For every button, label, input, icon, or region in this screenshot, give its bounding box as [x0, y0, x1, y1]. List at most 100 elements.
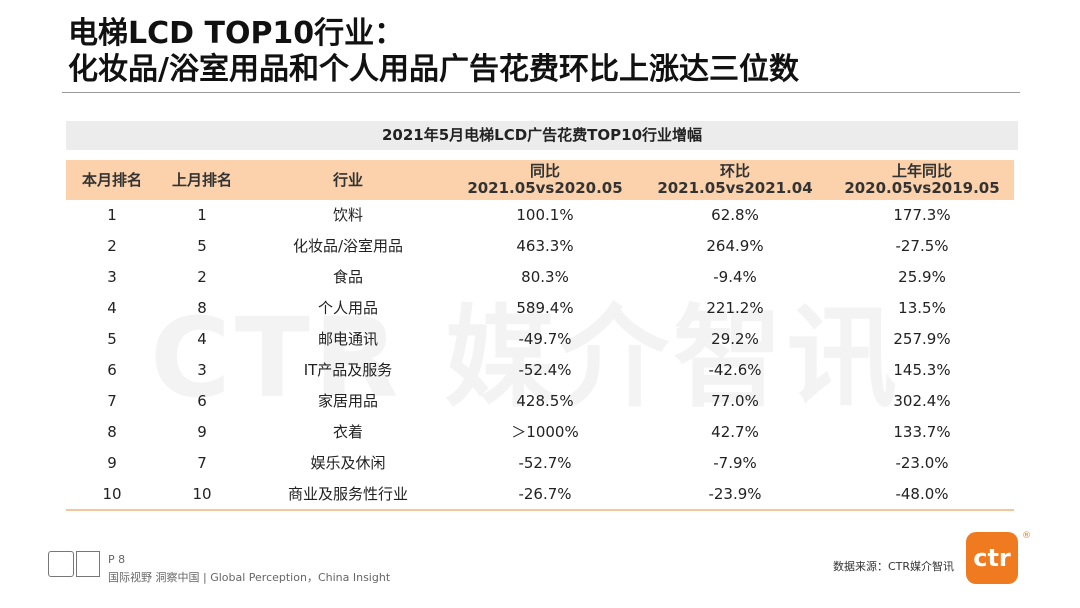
table-cell: 302.4% [893, 392, 951, 410]
page-number: P 8 [108, 553, 126, 566]
table-cell: 3 [107, 268, 117, 286]
column-header-label: 行业 [332, 170, 363, 189]
table-cell: 145.3% [893, 361, 951, 379]
table-row: 6 3 IT产品及服务 -52.4% -42.6% 145.3% [66, 355, 1014, 386]
table-row: 4 8 个人用品 589.4% 221.2% 13.5% [66, 293, 1014, 324]
table-cell: 10 [102, 485, 122, 503]
table-cell: 62.8% [711, 206, 759, 224]
column-header-label: 本月排名 [81, 170, 142, 189]
column-header: 行业 [246, 160, 450, 200]
table-cell: IT产品及服务 [303, 361, 393, 379]
title-divider [62, 92, 1020, 93]
column-header: 本月排名 [66, 160, 158, 200]
table-cell: 5 [197, 237, 207, 255]
table-cell: 7 [197, 454, 207, 472]
table-cell: -27.5% [895, 237, 949, 255]
table-cell: 257.9% [893, 330, 951, 348]
column-header: 上月排名 [158, 160, 246, 200]
table-cell: 食品 [332, 268, 363, 286]
table-cell: 80.3% [521, 268, 569, 286]
table-cell: -9.4% [713, 268, 757, 286]
table-cell: 9 [107, 454, 117, 472]
column-header-label: 上年同比 [891, 162, 952, 180]
table-cell: 饮料 [332, 206, 363, 224]
table-cell: 221.2% [706, 299, 764, 317]
table-cell: 个人用品 [317, 299, 378, 317]
table-cell: 10 [192, 485, 212, 503]
table-row: 8 9 衣着 ＞1000% 42.7% 133.7% [66, 417, 1014, 448]
table-cell: 463.3% [516, 237, 574, 255]
table-cell: -26.7% [518, 485, 572, 503]
table-cell: 1 [197, 206, 207, 224]
table-cell: 589.4% [516, 299, 574, 317]
table-cell: 邮电通讯 [317, 330, 378, 348]
table-cell: 2 [197, 268, 207, 286]
table-cell: 29.2% [711, 330, 759, 348]
table-row: 3 2 食品 80.3% -9.4% 25.9% [66, 262, 1014, 293]
footer-slogan: 国际视野 洞察中国 | Global Perception，China Insi… [108, 571, 391, 584]
table-cell: 7 [107, 392, 117, 410]
table-cell: -42.6% [708, 361, 762, 379]
table-cell: 25.9% [898, 268, 946, 286]
column-header: 同比 2021.05vs2020.05 [450, 160, 640, 200]
table-cell: 4 [197, 330, 207, 348]
column-header-label: 同比 [529, 162, 560, 180]
title-line-2: 化妆品/浴室用品和个人用品广告花费环比上涨达三位数 [68, 52, 799, 87]
column-header-period: 2020.05vs2019.05 [844, 179, 1000, 197]
table-cell: 9 [197, 423, 207, 441]
table-row: 7 6 家居用品 428.5% 77.0% 302.4% [66, 386, 1014, 417]
table-cell: 6 [197, 392, 207, 410]
data-source: 数据来源：CTR媒介智讯 [832, 560, 954, 573]
column-header-label: 上月排名 [171, 170, 232, 189]
table-cell: 衣着 [332, 423, 363, 441]
column-header-period: 2021.05vs2020.05 [467, 179, 623, 197]
table-row: 10 10 商业及服务性行业 -26.7% -23.9% -48.0% [66, 479, 1014, 510]
table-cell: ＞1000% [511, 423, 579, 441]
page-title: 电梯LCD TOP10行业： 化妆品/浴室用品和个人用品广告花费环比上涨达三位数 [68, 16, 799, 88]
table-title: 2021年5月电梯LCD广告花费TOP10行业增幅 [66, 121, 1018, 150]
column-header-period: 2021.05vs2021.04 [657, 179, 813, 197]
table-cell: 商业及服务性行业 [287, 485, 408, 503]
table-cell: 化妆品/浴室用品 [292, 237, 404, 255]
ctr-logo-icon: ctr [966, 532, 1018, 584]
certification-badge-icon [48, 551, 74, 577]
column-header: 上年同比 2020.05vs2019.05 [830, 160, 1014, 200]
table-row: 5 4 邮电通讯 -49.7% 29.2% 257.9% [66, 324, 1014, 355]
table-cell: 428.5% [516, 392, 574, 410]
table-cell: 家居用品 [317, 392, 378, 410]
column-header-label: 环比 [719, 162, 750, 180]
table-cell: 2 [107, 237, 117, 255]
table-cell: -49.7% [518, 330, 572, 348]
table-cell: -23.0% [895, 454, 949, 472]
table-cell: 264.9% [706, 237, 764, 255]
table-cell: 娱乐及休闲 [310, 454, 386, 472]
table-cell: -7.9% [713, 454, 757, 472]
table-cell: 8 [197, 299, 207, 317]
table-cell: 42.7% [711, 423, 759, 441]
table-cell: 8 [107, 423, 117, 441]
table-cell: 5 [107, 330, 117, 348]
table-cell: 177.3% [893, 206, 951, 224]
table-cell: -23.9% [708, 485, 762, 503]
table-cell: -48.0% [895, 485, 949, 503]
table-header: 本月排名 上月排名 行业 同比 2021.05vs2020.05 环比 2021.05vs2… [66, 160, 1014, 200]
column-header: 环比 2021.05vs2021.04 [640, 160, 830, 200]
watermark: CTR 媒介智讯 [150, 294, 901, 422]
table-cell: -52.7% [518, 454, 572, 472]
certification-badge-icon [76, 551, 100, 577]
table-cell: 1 [107, 206, 117, 224]
table-row: 9 7 娱乐及休闲 -52.7% -7.9% -23.0% [66, 448, 1014, 479]
table-bottom-rule [66, 509, 1014, 511]
table-cell: -52.4% [518, 361, 572, 379]
table-cell: 6 [107, 361, 117, 379]
table-cell: 77.0% [711, 392, 759, 410]
table-cell: 100.1% [516, 206, 574, 224]
title-line-1: 电梯LCD TOP10行业： [68, 16, 405, 51]
table-cell: 13.5% [898, 299, 946, 317]
table-cell: 3 [197, 361, 207, 379]
table-cell: 133.7% [893, 423, 951, 441]
table-row: 2 5 化妆品/浴室用品 463.3% 264.9% -27.5% [66, 231, 1014, 262]
table-cell: 4 [107, 299, 117, 317]
registered-mark: ® [1022, 531, 1031, 541]
table-row: 1 1 饮料 100.1% 62.8% 177.3% [66, 200, 1014, 231]
